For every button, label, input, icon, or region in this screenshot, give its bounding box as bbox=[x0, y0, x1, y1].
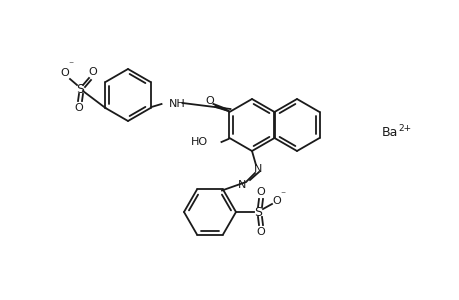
Text: NH: NH bbox=[168, 99, 185, 109]
Text: S: S bbox=[76, 82, 84, 95]
Text: O: O bbox=[256, 227, 265, 237]
Text: O: O bbox=[205, 96, 213, 106]
Text: N: N bbox=[237, 180, 246, 190]
Text: 2+: 2+ bbox=[397, 124, 410, 133]
Text: O: O bbox=[272, 196, 281, 206]
Text: HO: HO bbox=[191, 137, 208, 147]
Text: O: O bbox=[61, 68, 69, 78]
Text: ⁻: ⁻ bbox=[280, 190, 285, 200]
Text: O: O bbox=[74, 103, 83, 113]
Text: ⁻: ⁻ bbox=[68, 60, 73, 70]
Text: S: S bbox=[253, 206, 262, 218]
Text: O: O bbox=[256, 187, 265, 197]
Text: O: O bbox=[89, 67, 97, 77]
Text: Ba: Ba bbox=[381, 125, 397, 139]
Text: N: N bbox=[253, 164, 262, 174]
